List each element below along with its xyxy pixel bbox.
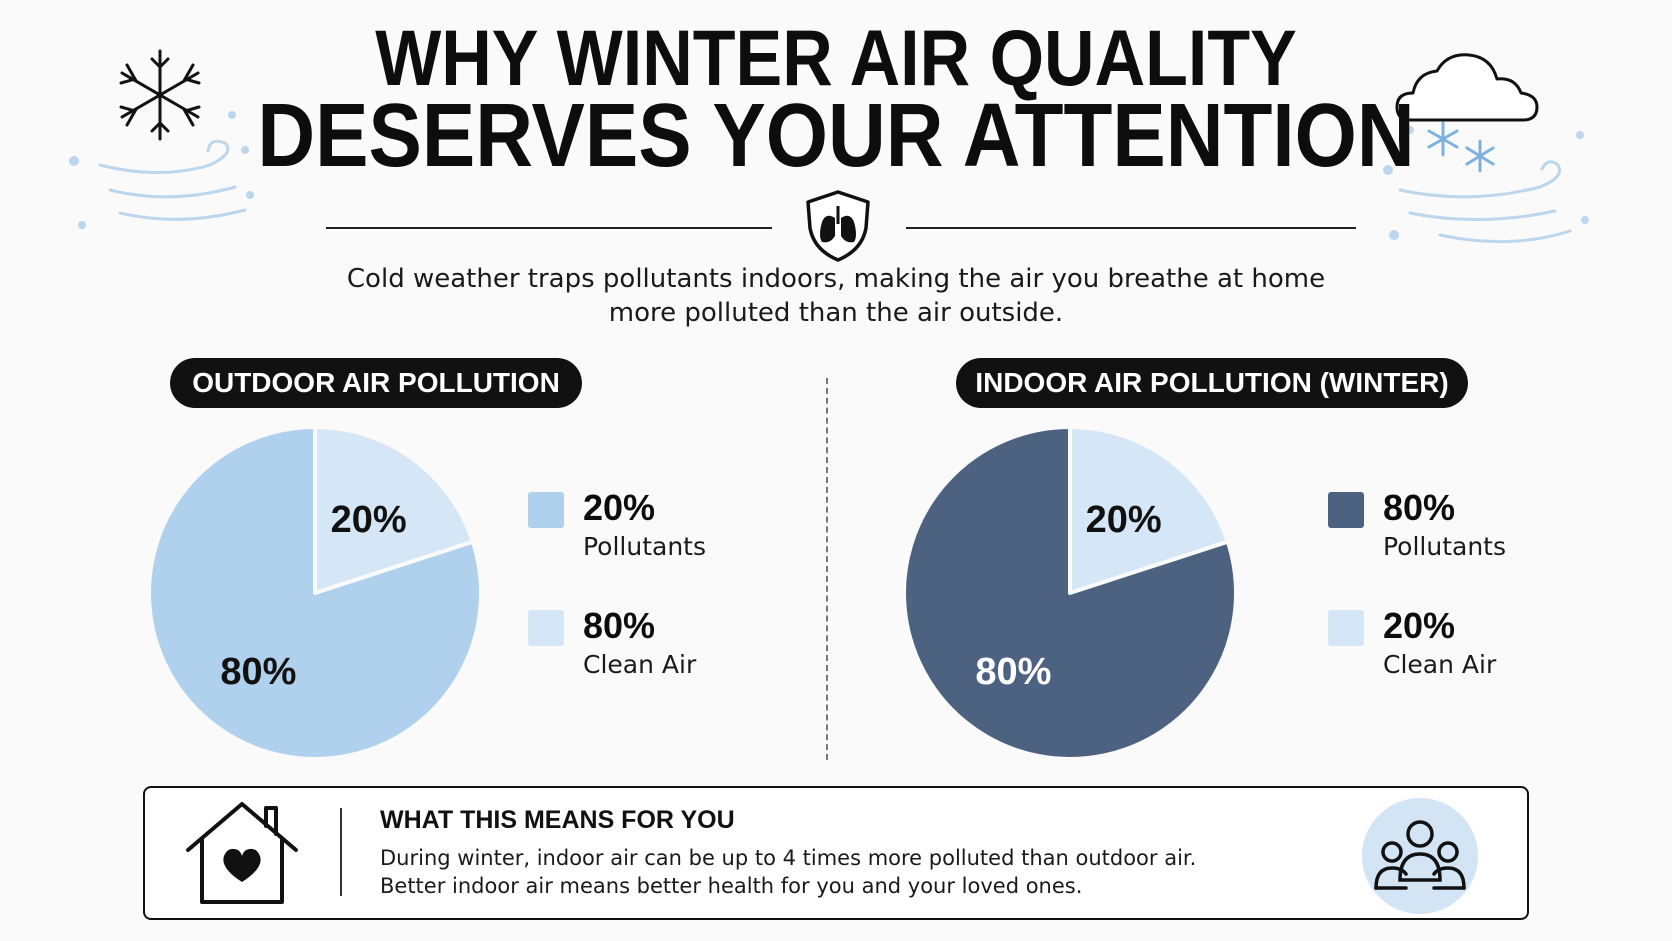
section-divider <box>826 378 828 760</box>
callout-line1: During winter, indoor air can be up to 4… <box>380 846 1197 870</box>
page-title-line1: WHY WINTER AIR QUALITY <box>375 14 1297 102</box>
legend-label: Clean Air <box>1383 650 1497 679</box>
house-heart-icon <box>186 802 298 904</box>
pie-slice-clean-air <box>147 425 483 761</box>
pie-slice-pollutants <box>313 425 475 595</box>
legend-value: 20% <box>1383 605 1456 646</box>
wind-decoration-left <box>69 111 254 229</box>
callout-box <box>143 786 1529 920</box>
subtitle-line1: Cold weather traps pollutants indoors, m… <box>346 264 1326 294</box>
legend-swatch <box>1328 610 1364 646</box>
pie-slice-clean-air <box>1068 425 1230 595</box>
title-rule-left <box>326 227 772 229</box>
pie-slice-pollutants <box>902 425 1238 761</box>
indoor-pie-chart: 20% 80% <box>902 425 1238 761</box>
people-icon-badge <box>1362 798 1478 914</box>
wind-decoration-right <box>1383 126 1589 244</box>
callout-line2: Better indoor air means better health fo… <box>380 874 1083 898</box>
cloud-snow-icon <box>1395 53 1539 173</box>
outdoor-chart-title: OUTDOOR AIR POLLUTION <box>170 358 582 408</box>
legend-label: Pollutants <box>1383 532 1507 561</box>
legend-label: Clean Air <box>583 650 697 679</box>
page-title-line2: DESERVES YOUR ATTENTION <box>257 85 1415 186</box>
indoor-legend: 80% Pollutants 20% Clean Air <box>1328 488 1588 688</box>
callout-divider <box>340 808 342 896</box>
legend-value: 80% <box>1383 487 1456 528</box>
pie-data-label: 20% <box>1086 499 1162 541</box>
shield-lungs-icon <box>806 190 870 262</box>
legend-label: Pollutants <box>583 532 707 561</box>
legend-swatch <box>528 492 564 528</box>
outdoor-pie-chart: 20% 80% <box>147 425 483 761</box>
pie-data-label: 20% <box>331 499 407 541</box>
title-rule-right <box>906 227 1356 229</box>
legend-swatch <box>1328 492 1364 528</box>
pie-data-label: 80% <box>220 651 296 693</box>
pie-data-label: 80% <box>975 651 1051 693</box>
snowflake-icon <box>119 49 201 141</box>
legend-value: 20% <box>583 487 656 528</box>
subtitle-line2: more polluted than the air outside. <box>608 298 1064 328</box>
people-icon <box>1374 820 1466 890</box>
callout-title: WHAT THIS MEANS FOR YOU <box>380 806 735 834</box>
indoor-chart-title: INDOOR AIR POLLUTION (WINTER) <box>956 358 1468 408</box>
legend-value: 80% <box>583 605 656 646</box>
subtitle: Cold weather traps pollutants indoors, m… <box>236 262 1436 330</box>
outdoor-legend: 20% Pollutants 80% Clean Air <box>528 488 788 688</box>
legend-swatch <box>528 610 564 646</box>
